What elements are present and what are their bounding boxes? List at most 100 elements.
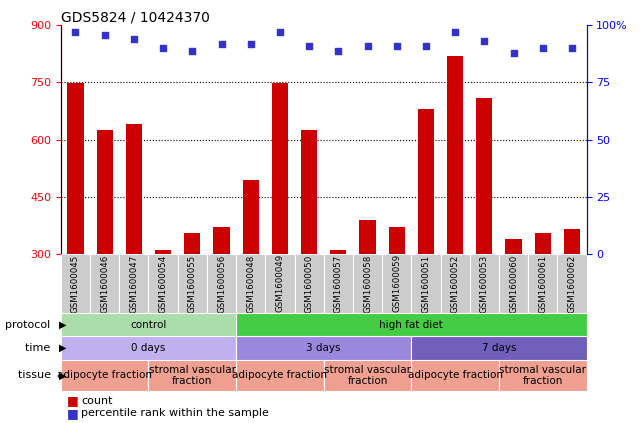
Text: 0 days: 0 days xyxy=(131,343,165,353)
Text: GSM1600058: GSM1600058 xyxy=(363,254,372,313)
Bar xyxy=(506,239,522,254)
Text: GSM1600056: GSM1600056 xyxy=(217,254,226,313)
Bar xyxy=(213,227,229,254)
Text: ■: ■ xyxy=(67,394,79,407)
Point xyxy=(450,29,460,36)
Text: GSM1600047: GSM1600047 xyxy=(129,254,138,313)
Text: adipocyte fraction: adipocyte fraction xyxy=(233,371,328,380)
Bar xyxy=(61,254,90,313)
Point xyxy=(333,47,344,54)
Text: high fat diet: high fat diet xyxy=(379,320,443,330)
Point xyxy=(71,29,81,36)
Bar xyxy=(353,254,382,313)
Text: GSM1600057: GSM1600057 xyxy=(334,254,343,313)
Bar xyxy=(412,360,499,391)
Text: control: control xyxy=(130,320,167,330)
Text: GSM1600046: GSM1600046 xyxy=(100,254,109,313)
Bar xyxy=(119,254,149,313)
Text: GSM1600053: GSM1600053 xyxy=(480,254,489,313)
Bar xyxy=(418,109,434,254)
Bar xyxy=(294,254,324,313)
Bar xyxy=(388,227,404,254)
Text: tissue: tissue xyxy=(18,371,58,380)
Point xyxy=(187,47,197,54)
Bar xyxy=(360,220,376,254)
Bar xyxy=(97,130,113,254)
Text: protocol: protocol xyxy=(5,320,58,330)
Bar xyxy=(528,254,557,313)
Bar xyxy=(412,336,587,360)
Text: GSM1600061: GSM1600061 xyxy=(538,254,547,313)
Text: ▶: ▶ xyxy=(59,320,67,330)
Point xyxy=(392,43,402,49)
Text: GSM1600045: GSM1600045 xyxy=(71,254,80,313)
Text: percentile rank within the sample: percentile rank within the sample xyxy=(81,408,269,418)
Text: ■: ■ xyxy=(67,407,79,420)
Text: ▶: ▶ xyxy=(59,343,67,353)
Text: GSM1600051: GSM1600051 xyxy=(421,254,430,313)
Bar xyxy=(207,254,236,313)
Bar xyxy=(236,313,587,336)
Text: stromal vascular
fraction: stromal vascular fraction xyxy=(324,365,411,386)
Text: 7 days: 7 days xyxy=(481,343,516,353)
Bar xyxy=(61,313,236,336)
Text: GSM1600059: GSM1600059 xyxy=(392,254,401,313)
Bar xyxy=(149,360,236,391)
Point xyxy=(508,49,519,56)
Point xyxy=(129,36,139,42)
Bar xyxy=(236,360,324,391)
Text: GSM1600062: GSM1600062 xyxy=(567,254,576,313)
Text: GSM1600054: GSM1600054 xyxy=(158,254,167,313)
Bar xyxy=(178,254,207,313)
Bar xyxy=(301,130,317,254)
Bar xyxy=(499,360,587,391)
Text: 3 days: 3 days xyxy=(306,343,341,353)
Text: stromal vascular
fraction: stromal vascular fraction xyxy=(499,365,587,386)
Point xyxy=(158,45,168,52)
Point xyxy=(538,45,548,52)
Bar xyxy=(126,124,142,254)
Bar xyxy=(155,250,171,254)
Text: adipocyte fraction: adipocyte fraction xyxy=(57,371,152,380)
Text: GSM1600055: GSM1600055 xyxy=(188,254,197,313)
Bar xyxy=(61,336,236,360)
Bar xyxy=(557,254,587,313)
Text: GSM1600060: GSM1600060 xyxy=(509,254,518,313)
Bar xyxy=(330,250,346,254)
Bar xyxy=(535,233,551,254)
Text: GSM1600049: GSM1600049 xyxy=(276,254,285,313)
Bar xyxy=(324,254,353,313)
Point xyxy=(217,40,227,47)
Bar xyxy=(440,254,470,313)
Point xyxy=(362,43,372,49)
Text: ▶: ▶ xyxy=(59,371,67,380)
Point xyxy=(99,31,110,38)
Bar xyxy=(447,56,463,254)
Point xyxy=(304,43,314,49)
Text: GSM1600050: GSM1600050 xyxy=(304,254,313,313)
Bar xyxy=(149,254,178,313)
Bar xyxy=(272,83,288,254)
Bar xyxy=(243,180,259,254)
Text: GSM1600052: GSM1600052 xyxy=(451,254,460,313)
Bar xyxy=(382,254,412,313)
Text: time: time xyxy=(26,343,58,353)
Text: count: count xyxy=(81,396,113,406)
Text: adipocyte fraction: adipocyte fraction xyxy=(408,371,503,380)
Bar xyxy=(67,83,83,254)
Bar xyxy=(61,360,149,391)
Text: GSM1600048: GSM1600048 xyxy=(246,254,255,313)
Bar xyxy=(470,254,499,313)
Bar xyxy=(90,254,119,313)
Text: GDS5824 / 10424370: GDS5824 / 10424370 xyxy=(61,10,210,24)
Point xyxy=(246,40,256,47)
Text: stromal vascular
fraction: stromal vascular fraction xyxy=(149,365,236,386)
Point xyxy=(275,29,285,36)
Bar xyxy=(324,360,412,391)
Bar xyxy=(184,233,201,254)
Bar xyxy=(236,254,265,313)
Bar xyxy=(476,98,492,254)
Bar xyxy=(265,254,294,313)
Point xyxy=(420,43,431,49)
Point xyxy=(479,38,490,45)
